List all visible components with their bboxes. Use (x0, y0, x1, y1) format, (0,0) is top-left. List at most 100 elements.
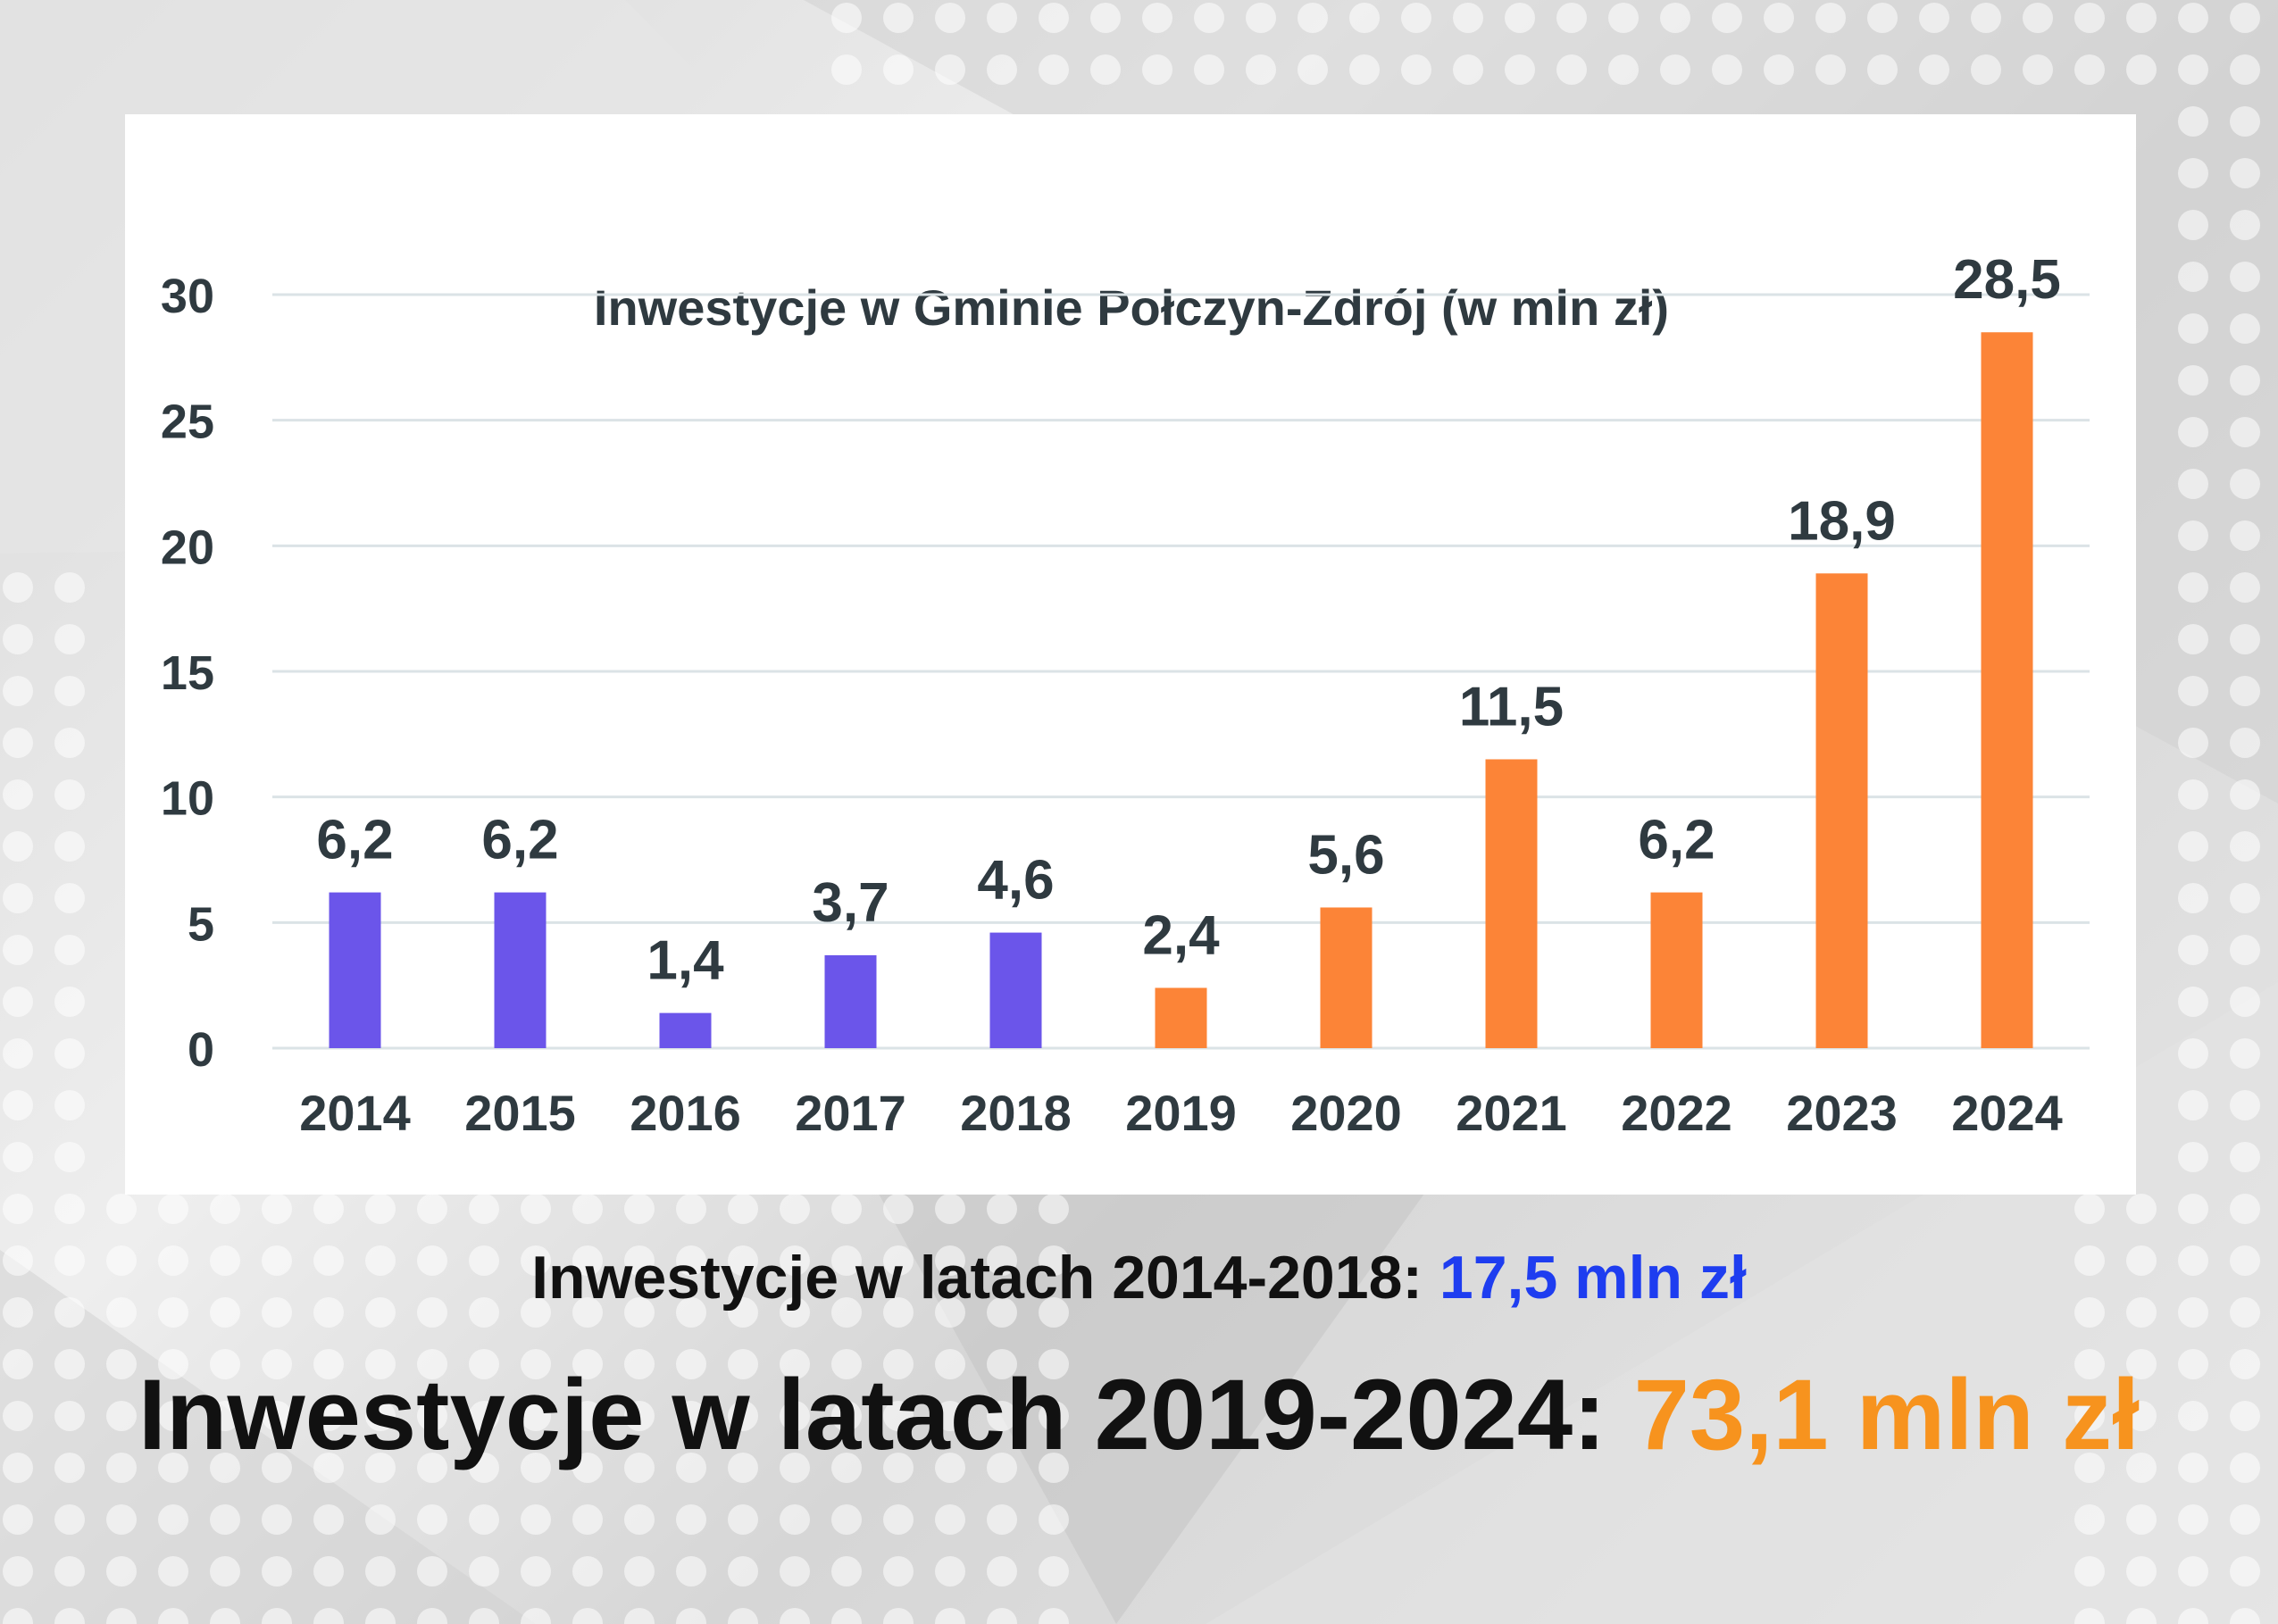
background-dot (987, 1556, 1017, 1587)
background-dot (3, 1245, 33, 1276)
background-dot (780, 1245, 810, 1276)
background-dot (2230, 624, 2260, 654)
background-dot (54, 1142, 85, 1172)
background-dot (469, 1504, 499, 1535)
bar-value-labels: 6,2 6,2 1,4 3,7 4,6 2,4 5,6 11,5 6,2 18,9 28,5 (316, 249, 2060, 991)
value-label-2020: 5,6 (1307, 824, 1384, 886)
background-dot (210, 1349, 240, 1379)
background-dot (2178, 106, 2208, 137)
x-tick-label-2019: 2019 (1125, 1085, 1237, 1141)
background-dot (935, 54, 965, 85)
background-dot (780, 1453, 810, 1483)
background-dot (469, 1297, 499, 1328)
background-dot (1142, 54, 1172, 85)
background-dot (1556, 54, 1587, 85)
background-dot (3, 1194, 33, 1224)
background-dot-pattern (3, 3, 2260, 1624)
background-dot (106, 1194, 137, 1224)
bar-2023 (1815, 573, 1868, 1048)
background-dot (883, 1608, 914, 1624)
background-dot (417, 1453, 447, 1483)
background-dot (313, 1194, 344, 1224)
background-dot (365, 1401, 396, 1431)
y-axis-tick-labels: 0 5 10 15 20 25 30 (161, 270, 214, 1077)
background-dot (2178, 1504, 2208, 1535)
summary-2019-2024: Inwestycje w latach 2019-2024: 73,1 mln … (0, 1357, 2278, 1472)
background-dot (2126, 1504, 2157, 1535)
background-dot (2230, 1194, 2260, 1224)
background-dot (2178, 1608, 2208, 1624)
background-dot (2230, 1504, 2260, 1535)
background-dot (572, 1556, 603, 1587)
background-dot (2230, 1090, 2260, 1120)
background-dot (2178, 831, 2208, 862)
background-dot (2126, 54, 2157, 85)
background-dot (2230, 365, 2260, 396)
x-tick-label-2021: 2021 (1456, 1085, 1567, 1141)
background-dot (417, 1608, 447, 1624)
background-dot (624, 1245, 655, 1276)
background-dot (987, 1194, 1017, 1224)
background-dot (624, 1453, 655, 1483)
background-dot (2074, 1556, 2105, 1587)
background-dot (2023, 54, 2053, 85)
background-dot (2178, 417, 2208, 447)
background-dot (935, 1297, 965, 1328)
background-dot (624, 1504, 655, 1535)
background-dot (262, 1556, 292, 1587)
bar-2018 (989, 932, 1042, 1048)
background-dot (521, 1556, 551, 1587)
x-tick-label-2022: 2022 (1621, 1085, 1732, 1141)
background-dot (676, 1556, 706, 1587)
background-dot (1246, 54, 1276, 85)
background-dot (3, 779, 33, 810)
bar-chart: Inwestycje w Gminie Połczyn-Zdrój (w mln… (161, 249, 2090, 1141)
background-dot (2074, 1608, 2105, 1624)
background-dot (1971, 3, 2001, 33)
background-dot (987, 54, 1017, 85)
background-dot (2230, 1349, 2260, 1379)
background-dot (2126, 3, 2157, 33)
background-dot (2230, 521, 2260, 551)
value-label-2018: 4,6 (977, 850, 1054, 912)
background-dot (935, 3, 965, 33)
background-dot (2126, 1556, 2157, 1587)
background-dot (676, 1245, 706, 1276)
background-dot (365, 1453, 396, 1483)
background-dot (728, 1245, 758, 1276)
background-dot (572, 1349, 603, 1379)
background-dot (2230, 572, 2260, 603)
background-dot (2074, 1349, 2105, 1379)
background-dot (1039, 54, 1069, 85)
background-dot (2178, 1245, 2208, 1276)
value-label-2014: 6,2 (316, 810, 393, 871)
background-dot (210, 1556, 240, 1587)
background-dot (831, 1556, 862, 1587)
background-dot (106, 1349, 137, 1379)
background-dot (54, 1504, 85, 1535)
background-dot (987, 1401, 1017, 1431)
background-dot (572, 1401, 603, 1431)
background-dot (883, 1401, 914, 1431)
background-dot (2178, 624, 2208, 654)
background-dot (987, 1297, 1017, 1328)
background-dot (1919, 3, 1949, 33)
background-dot (2178, 676, 2208, 706)
background-dot (2230, 417, 2260, 447)
background-dot (3, 1038, 33, 1069)
background-dot (780, 1349, 810, 1379)
bar-2017 (824, 954, 877, 1048)
background-dot (1039, 1556, 1069, 1587)
y-tick-label: 10 (161, 772, 214, 826)
background-dot (2178, 883, 2208, 913)
background-dot (2074, 1504, 2105, 1535)
background-dot (2126, 1453, 2157, 1483)
bar-2022 (1650, 892, 1703, 1048)
background-dot (158, 1504, 188, 1535)
background-dot (365, 1504, 396, 1535)
background-dot (676, 1194, 706, 1224)
background-dot (417, 1401, 447, 1431)
background-dot (2230, 469, 2260, 499)
background-dot (1039, 1504, 1069, 1535)
background-dot (2074, 54, 2105, 85)
